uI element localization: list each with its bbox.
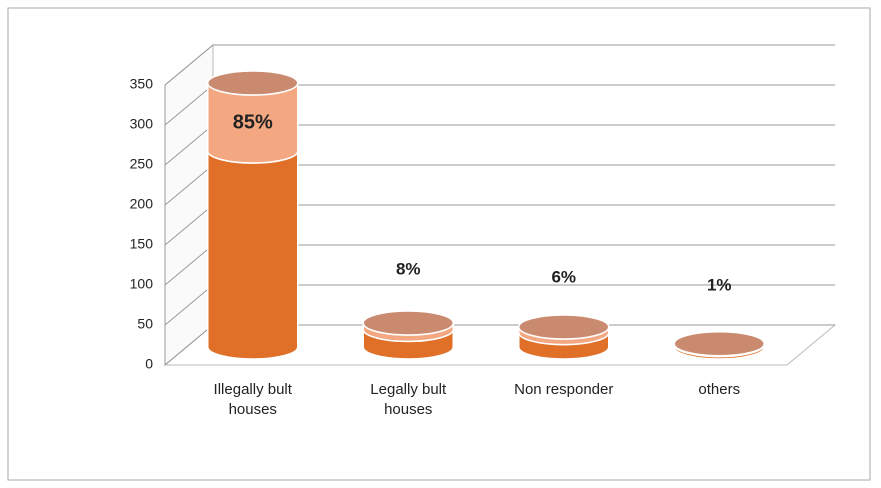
cylinder-segment (207, 150, 299, 360)
side-wall (164, 43, 214, 367)
cylinder-top (673, 331, 765, 357)
x-tick-label: others (698, 381, 741, 398)
cylinder-top (518, 314, 610, 340)
y-tick-label: 150 (130, 236, 154, 252)
y-tick-label: 50 (137, 316, 153, 332)
x-tick-label: Non responder (514, 381, 614, 398)
grid-line (164, 44, 835, 86)
cylinder-top (207, 70, 299, 96)
data-label: 8% (396, 259, 421, 278)
y-tick-label: 300 (130, 116, 154, 132)
cylinder-top (362, 310, 454, 336)
frame (7, 7, 871, 481)
data-label: 1% (707, 275, 732, 294)
y-tick-label: 0 (145, 356, 153, 372)
x-tick-label: Legally bult houses (370, 381, 447, 418)
y-tick-label: 250 (130, 156, 154, 172)
data-label: 6% (551, 267, 576, 286)
y-tick-label: 200 (130, 196, 154, 212)
y-tick-label: 100 (130, 276, 154, 292)
x-tick-label: Illegally bult houses (213, 381, 292, 418)
data-label: 85% (233, 111, 273, 133)
y-tick-label: 350 (130, 76, 154, 92)
